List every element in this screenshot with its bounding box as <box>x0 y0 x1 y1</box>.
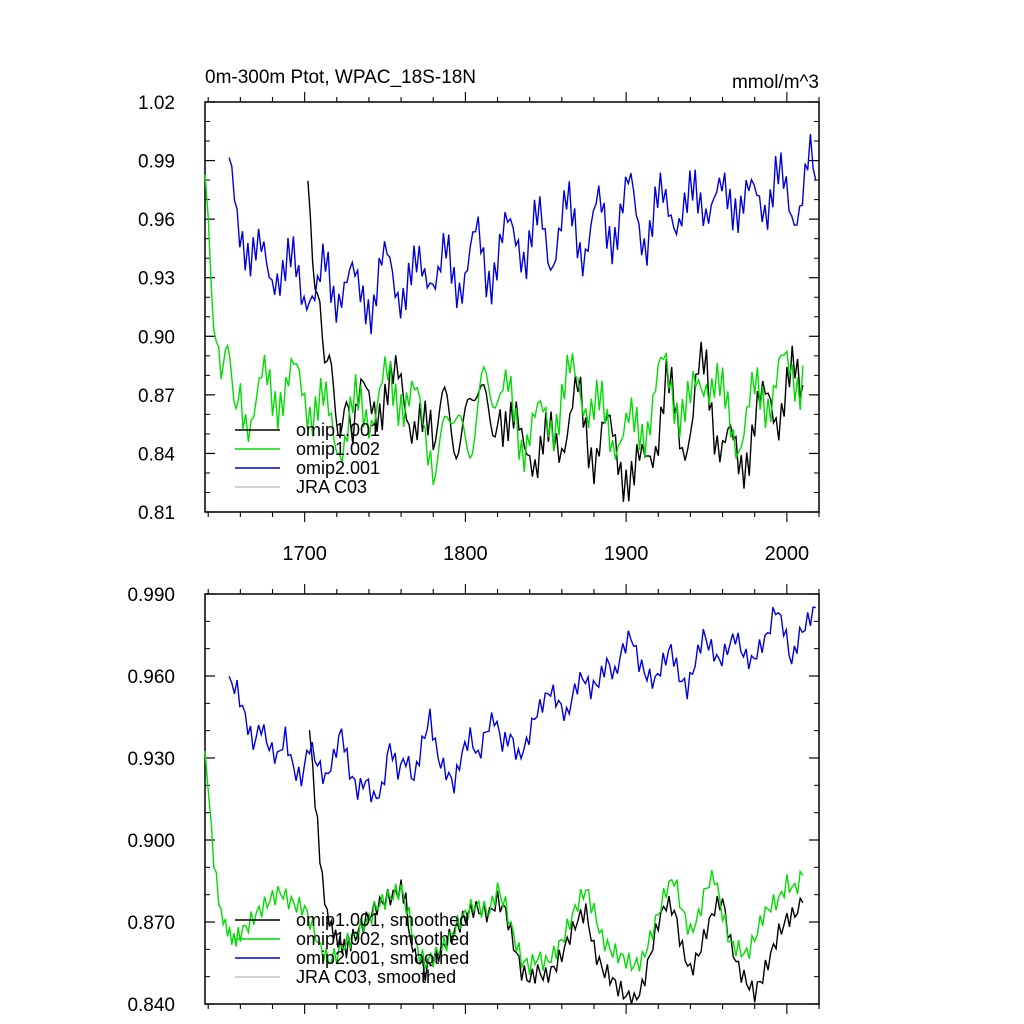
bottom-series-line-omip2-001-smoothed <box>228 606 816 803</box>
top-y-tick-label: 0.84 <box>138 444 175 465</box>
top-y-tick-label: 0.81 <box>138 503 175 524</box>
bottom-series-line-omip1-002-smoothed <box>204 751 804 976</box>
bottom-plot-frame <box>204 593 820 1005</box>
top-y-tick-label: 0.93 <box>138 269 175 290</box>
top-y-tick-label: 0.99 <box>138 152 175 173</box>
top-y-tick-label: 0.87 <box>138 386 175 407</box>
x-tick-label: 2000 <box>765 543 810 565</box>
bottom-y-tick-label: 0.990 <box>127 585 175 606</box>
bottom-legend-label: JRA C03, smoothed <box>296 967 456 987</box>
bottom-legend-label: omip2.001, smoothed <box>296 948 469 968</box>
x-tick-label: 1700 <box>282 543 327 565</box>
bottom-y-axis: 0.840 0.870 0.900 0.930 0.960 0.990 <box>127 585 819 1016</box>
bottom-y-tick-label: 0.840 <box>127 995 175 1016</box>
top-y-tick-label: 0.90 <box>138 327 175 348</box>
x-tick-label: 1800 <box>443 543 488 565</box>
top-y-tick-label: 1.02 <box>138 93 175 114</box>
top-chart-title: 0m-300m Ptot, WPAC_18S-18N <box>205 67 476 88</box>
bottom-x-axis <box>207 584 820 1014</box>
x-tick-label: 1900 <box>604 543 649 565</box>
top-legend-label: omip2.001 <box>296 458 380 478</box>
bottom-legend-label: omip1.002, smoothed <box>296 929 469 949</box>
top-series-line-omip1-002 <box>204 174 804 485</box>
bottom-legend-label: omip1.001, smoothed <box>296 910 469 930</box>
top-chart-units: mmol/m^3 <box>732 72 819 93</box>
top-series-group <box>204 134 817 502</box>
top-plot-frame <box>204 101 820 513</box>
top-y-tick-label: 0.96 <box>138 210 175 231</box>
top-x-axis: 1700 1800 1900 2000 <box>207 92 820 565</box>
top-y-axis: 0.81 0.84 0.87 0.90 0.93 0.96 0.99 1.02 <box>138 93 819 524</box>
bottom-panel: 0.840 0.870 0.900 0.930 0.960 0.990 omip1.001… <box>127 584 820 1016</box>
bottom-y-tick-label: 0.960 <box>127 667 175 688</box>
bottom-y-tick-label: 0.930 <box>127 749 175 770</box>
bottom-series-group <box>204 606 816 1005</box>
top-legend-label: JRA C03 <box>296 477 367 497</box>
top-series-line-omip1-001 <box>307 180 804 502</box>
bottom-y-tick-label: 0.900 <box>127 831 175 852</box>
top-panel: 0m-300m Ptot, WPAC_18S-18N mmol/m^3 0.81… <box>138 67 820 565</box>
top-legend-label: omip1.002 <box>296 439 380 459</box>
top-series-line-omip2-001 <box>228 134 817 335</box>
bottom-y-tick-label: 0.870 <box>127 913 175 934</box>
top-legend-label: omip1.001 <box>296 420 380 440</box>
